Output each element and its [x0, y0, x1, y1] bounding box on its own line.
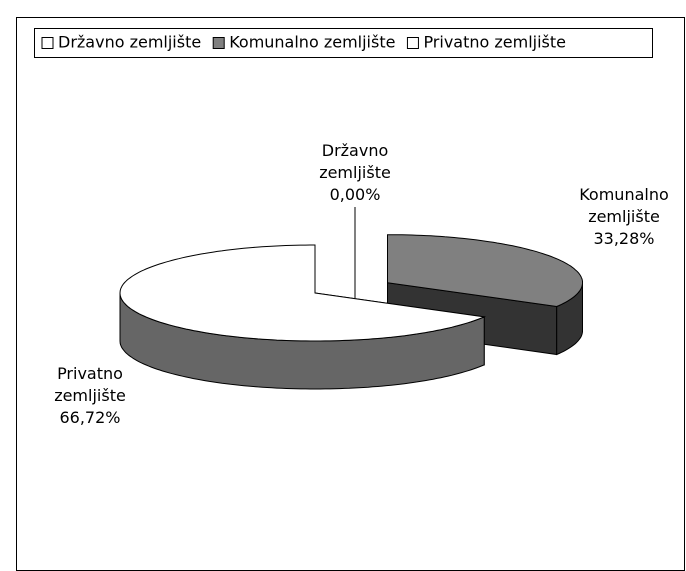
slice	[387, 234, 583, 308]
legend-swatch	[41, 37, 54, 49]
legend-label: Privatno zemljište	[423, 33, 566, 52]
legend-label: Komunalno zemljište	[229, 33, 395, 52]
legend-swatch	[406, 37, 419, 49]
data-label-value: 66,72%	[59, 408, 121, 427]
data-label: Državno zemljište 0,00%	[300, 140, 410, 206]
data-label-category: Komunalno zemljište	[579, 185, 669, 226]
data-label-category: Državno zemljište	[319, 141, 391, 182]
legend-swatch	[212, 37, 225, 49]
data-label-value: 33,28%	[593, 229, 655, 248]
data-label-value: 0,00%	[329, 185, 381, 204]
legend-label: Državno zemljište	[58, 33, 201, 52]
data-label: Komunalno zemljište 33,28%	[569, 184, 679, 250]
legend-box	[34, 28, 653, 58]
chart-frame	[16, 17, 685, 571]
slice	[119, 244, 487, 342]
data-label: Privatno zemljište 66,72%	[35, 363, 145, 429]
legend: Državno zemljište Komunalno zemljište Priv…	[41, 33, 566, 52]
data-label-category: Privatno zemljište	[54, 364, 126, 405]
